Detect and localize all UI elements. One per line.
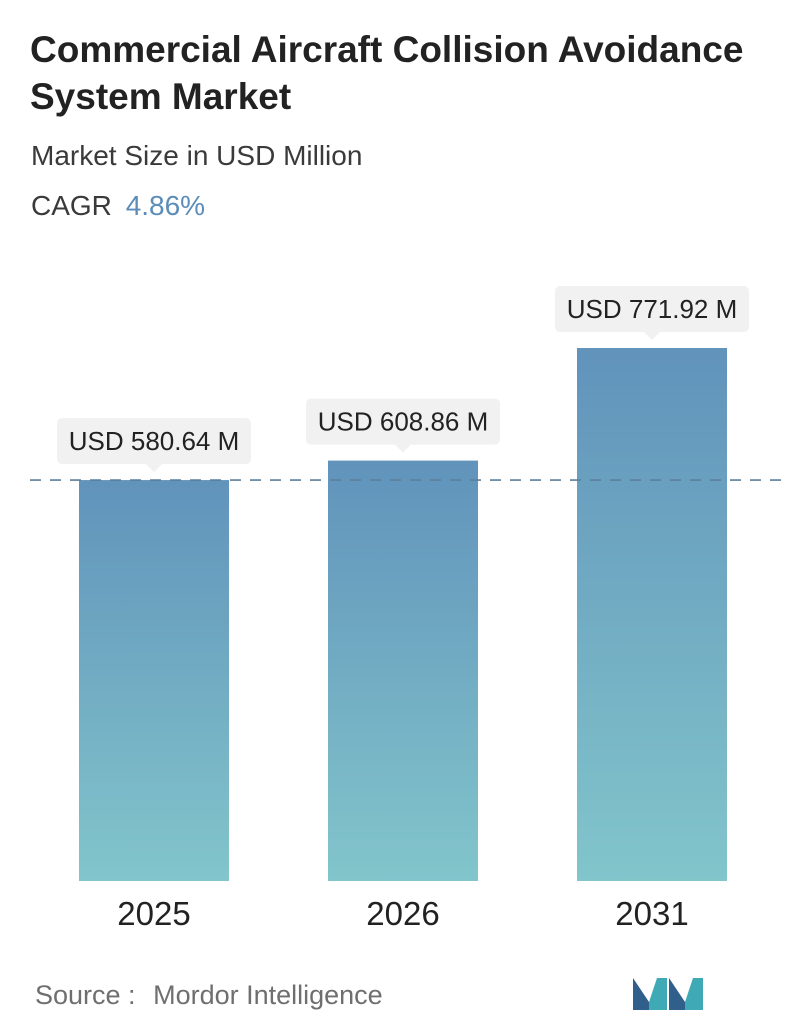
source-line: Source : Mordor Intelligence <box>35 980 383 1011</box>
category-label-2026: 2026 <box>366 895 439 932</box>
logo-shape-mid <box>649 978 667 1010</box>
callout-pointer <box>146 464 162 473</box>
callout-pointer <box>644 332 660 340</box>
data-callout-2025: USD 580.64 M <box>57 418 251 473</box>
data-label-2025: USD 580.64 M <box>69 426 240 456</box>
data-callout-2026: USD 608.86 M <box>306 398 500 453</box>
mordor-intelligence-logo-icon <box>633 978 703 1010</box>
logo-shape-end <box>685 978 703 1010</box>
callout-box <box>555 286 749 332</box>
category-label-2031: 2031 <box>615 895 688 932</box>
cagr-value: 4.86% <box>125 190 206 221</box>
source-label: Source : <box>35 980 136 1010</box>
callout-box <box>57 418 251 465</box>
logo-shape-left <box>633 978 649 1010</box>
bar-2025 <box>79 480 229 881</box>
chart-subtitle: Market Size in USD Million <box>31 140 363 171</box>
data-label-2026: USD 608.86 M <box>318 407 489 437</box>
chart-title: Commercial Aircraft Collision Avoidance … <box>30 29 744 117</box>
category-label-2025: 2025 <box>117 895 190 932</box>
data-callout-2031: USD 771.92 M <box>555 286 749 340</box>
data-label-2031: USD 771.92 M <box>567 294 738 324</box>
callout-pointer <box>395 444 411 453</box>
bar-2026 <box>328 460 478 881</box>
logo-shape-right <box>669 978 685 1010</box>
bar-2031 <box>577 348 727 881</box>
cagr-label: CAGR <box>31 190 112 221</box>
bar-chart: USD 580.64 M 2025 USD 608.86 M 2026 USD 771.… <box>30 286 782 932</box>
callout-box <box>306 398 500 445</box>
cagr-row: CAGR 4.86% <box>31 190 205 222</box>
source-name: Mordor Intelligence <box>153 980 383 1010</box>
